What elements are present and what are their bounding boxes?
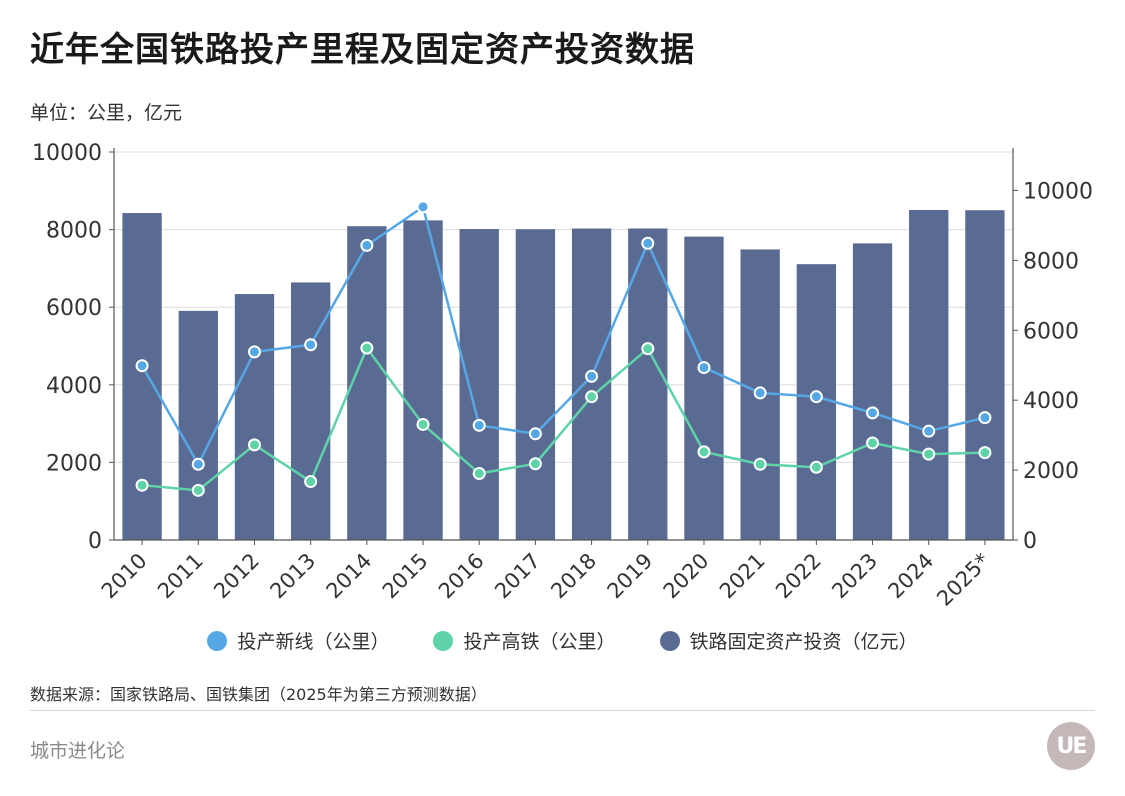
brand-logo: UE [1047, 722, 1095, 770]
point-1-2023 [866, 436, 880, 450]
point-0-2025* [978, 411, 992, 425]
point-0-2015 [416, 200, 430, 214]
point-1-2025* [978, 446, 992, 460]
point-0-2022 [809, 390, 823, 404]
point-1-2022 [809, 460, 823, 474]
legend-swatch-new-line [207, 630, 228, 651]
x-tick-label-2013: 2013 [265, 549, 320, 604]
x-tick-label-2015: 2015 [378, 549, 433, 604]
x-tick-label-2018: 2018 [546, 549, 601, 604]
x-tick-label-2014: 2014 [322, 549, 377, 604]
x-tick-label-2017: 2017 [490, 549, 545, 604]
x-tick-label-2016: 2016 [434, 549, 489, 604]
point-1-2020 [697, 445, 711, 459]
bar-2011 [178, 310, 218, 540]
line-series-0 [141, 205, 986, 466]
y-left-tick-label-3: 6000 [46, 296, 102, 321]
point-1-2018 [585, 390, 599, 404]
bar-2019 [628, 228, 668, 540]
x-tick-label-2024: 2024 [883, 549, 938, 604]
point-0-2012 [247, 345, 261, 359]
legend: 投产新线（公里） 投产高铁（公里） 铁路固定资产投资（亿元） [0, 627, 1125, 654]
point-0-2018 [585, 369, 599, 383]
x-tick-label-2012: 2012 [209, 549, 264, 604]
y-left-tick-label-0: 0 [88, 529, 102, 554]
legend-swatch-hsr [433, 630, 454, 651]
bar-2013 [290, 282, 331, 540]
brand-name: 城市进化论 [30, 740, 126, 762]
bar-2016 [459, 229, 499, 540]
x-tick-label-2011: 2011 [153, 549, 208, 604]
bar-2014 [347, 226, 387, 540]
point-1-2016 [472, 466, 486, 480]
x-tick-label-2021: 2021 [715, 549, 770, 604]
point-0-2014 [360, 238, 374, 252]
legend-swatch-investment [659, 630, 680, 651]
point-1-2010 [135, 478, 149, 492]
x-tick-label-2019: 2019 [603, 549, 658, 604]
point-1-2021 [753, 457, 767, 471]
point-0-2024 [922, 424, 936, 438]
unit-label: 单位：公里，亿元 [30, 102, 183, 124]
legend-item-new-line: 投产新线（公里） [207, 627, 389, 654]
point-0-2013 [304, 338, 318, 352]
point-1-2017 [528, 457, 542, 471]
point-1-2011 [191, 483, 205, 497]
x-tick-label-2025*: 2025* [932, 549, 994, 611]
point-0-2021 [753, 386, 767, 400]
chart: 0 2000 4000 6000 8000 10000 0 2000 4000 6000 8000 1… [32, 141, 1093, 611]
y-left-tick-label-4: 8000 [46, 219, 102, 244]
bar-2020 [684, 236, 724, 540]
legend-label-investment: 铁路固定资产投资（亿元） [689, 631, 918, 653]
point-0-2010 [135, 359, 149, 373]
x-tick-label-2010: 2010 [97, 549, 152, 604]
bar-2024 [909, 209, 949, 540]
x-tick-label-2022: 2022 [771, 549, 826, 604]
bar-2017 [515, 229, 556, 540]
point-0-2020 [697, 361, 711, 375]
point-1-2015 [416, 417, 430, 431]
point-1-2019 [641, 342, 655, 356]
legend-item-investment: 铁路固定资产投资（亿元） [659, 627, 918, 654]
bar-2025* [965, 210, 1005, 540]
y-right-tick-label-0: 0 [1023, 529, 1037, 554]
bar-2023 [852, 243, 893, 540]
y-left-tick-label-1: 2000 [46, 451, 102, 476]
point-0-2016 [472, 418, 486, 432]
y-right-tick-label-3: 6000 [1023, 319, 1079, 344]
logo-text: UE [1056, 733, 1088, 759]
y-right-tick-label-5: 10000 [1023, 179, 1093, 204]
point-1-2014 [360, 341, 374, 355]
x-tick-label-2023: 2023 [827, 549, 882, 604]
legend-label-hsr: 投产高铁（公里） [463, 631, 616, 653]
legend-item-hsr: 投产高铁（公里） [433, 627, 616, 654]
point-1-2024 [922, 447, 936, 461]
line-series-1 [141, 346, 985, 492]
legend-label-new-line: 投产新线（公里） [237, 631, 390, 653]
y-right-tick-label-4: 8000 [1023, 249, 1079, 274]
point-0-2019 [641, 236, 655, 250]
y-left-tick-label-2: 4000 [46, 374, 102, 399]
bar-2012 [234, 294, 275, 540]
point-1-2012 [247, 438, 261, 452]
point-1-2013 [304, 475, 318, 489]
footer-divider [30, 710, 1095, 711]
point-0-2011 [191, 457, 205, 471]
chart-title: 近年全国铁路投产里程及固定资产投资数据 [30, 30, 695, 70]
y-left-tick-label-5: 10000 [32, 141, 102, 166]
bar-2015 [403, 220, 443, 540]
point-0-2023 [866, 406, 880, 420]
y-right-tick-label-2: 4000 [1023, 389, 1079, 414]
source-note: 数据来源：国家铁路局、国铁集团（2025年为第三方预测数据） [30, 685, 487, 704]
point-0-2017 [528, 427, 542, 441]
x-tick-label-2020: 2020 [659, 549, 714, 604]
y-right-tick-label-1: 2000 [1023, 459, 1079, 484]
